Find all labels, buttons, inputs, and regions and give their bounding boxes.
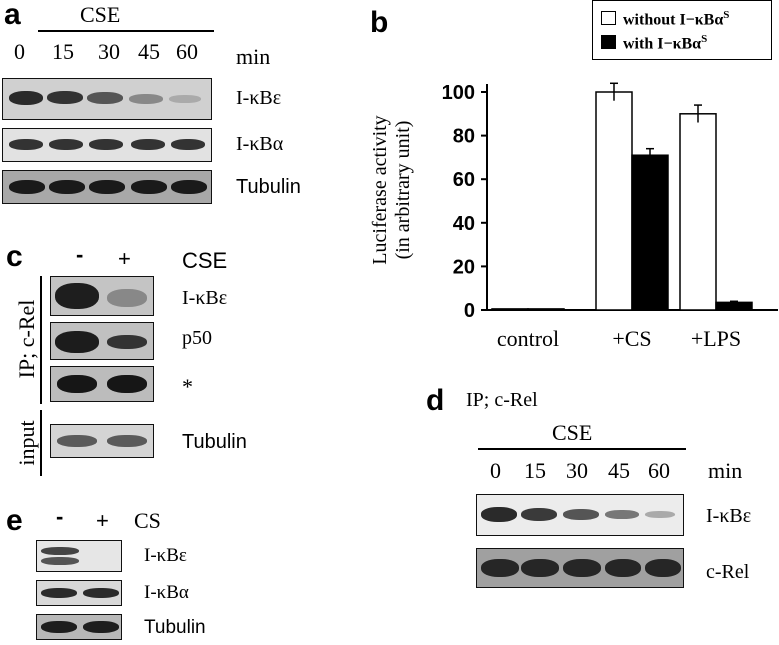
panel-d-label: d (426, 384, 445, 417)
panel-e-minus: - (56, 504, 64, 529)
panel-d-time-30: 30 (566, 458, 588, 483)
panel-c-blot-star (50, 366, 154, 402)
y-tick-label: 20 (453, 256, 475, 278)
panel-a-treatment: CSE (80, 2, 121, 27)
panel-b-legend: without I−κBαS with I−κBαS (592, 0, 772, 60)
legend-text-without: without I−κBαS (623, 9, 730, 29)
panel-a-time-30: 30 (98, 39, 120, 64)
x-tick-label: +CS (612, 326, 651, 351)
panel-a-unit: min (236, 44, 271, 69)
panel-c-minus: - (76, 242, 84, 267)
legend-swatch-with (601, 35, 616, 49)
panel-d-time-0: 0 (490, 458, 501, 483)
panel-a-time-60: 60 (176, 39, 198, 64)
panel-a-blot-ikba-label: I-κBα (236, 133, 284, 155)
panel-c-ip-bracket (40, 276, 42, 404)
panel-a-blot-ikbe (2, 78, 212, 120)
panel-c-blot-tubulin (50, 424, 154, 458)
panel-d-blot-ikbe (476, 494, 684, 536)
y-tick-label: 40 (453, 213, 475, 235)
panel-e-treatment: CS (134, 508, 161, 533)
panel-c-input-bracket (40, 410, 42, 476)
panel-d-time-45: 45 (608, 458, 630, 483)
legend-swatch-without (601, 11, 616, 25)
panel-d-ip-label: IP; c-Rel (466, 389, 538, 411)
panel-c-blot-tubulin-label: Tubulin (182, 431, 247, 453)
panel-a-blot-ikbe-label: I-κBε (236, 87, 282, 109)
x-tick-label: +LPS (691, 326, 741, 351)
panel-c-label: c (6, 240, 23, 273)
bar (595, 91, 633, 311)
panel-e-blot-ikba-label: I-κBα (144, 582, 189, 603)
y-tick-label: 100 (442, 82, 475, 104)
panel-d-treatment: CSE (552, 420, 593, 445)
panel-d-time-60: 60 (648, 458, 670, 483)
bar (491, 308, 529, 311)
panel-d-blot-ikbe-label: I-κBε (706, 505, 752, 527)
panel-b-label: b (370, 6, 389, 39)
panel-d-blot-crel-label: c-Rel (706, 561, 750, 583)
bar (679, 113, 717, 311)
x-tick-label: control (497, 326, 559, 351)
panel-d-blot-crel (476, 548, 684, 588)
y-tick-label: 0 (464, 300, 475, 322)
panel-a-time-45: 45 (138, 39, 160, 64)
panel-a-blot-tubulin-label: Tubulin (236, 176, 301, 198)
panel-e-blot-tubulin (36, 614, 122, 640)
panel-c-blot-star-label: * (182, 374, 193, 399)
panel-a-label: a (4, 0, 21, 31)
bar (715, 301, 753, 311)
panel-a-time-15: 15 (52, 39, 74, 64)
panel-a-treatment-line (38, 30, 214, 32)
panel-a-time-0: 0 (14, 39, 25, 64)
y-tick-label: 80 (453, 126, 475, 148)
panel-c-blot-ikbe (50, 276, 154, 316)
panel-e-label: e (6, 504, 23, 537)
bar (527, 308, 565, 311)
panel-a-blot-ikba (2, 128, 212, 162)
bar (631, 154, 669, 311)
panel-c-blot-ikbe-label: I-κBε (182, 287, 228, 309)
panel-c-treatment: CSE (182, 248, 228, 273)
y-tick-label: 60 (453, 169, 475, 191)
panel-d-treatment-line (478, 448, 686, 450)
panel-c-blot-p50-label: p50 (182, 327, 212, 349)
panel-c-blot-p50 (50, 322, 154, 360)
panel-e-blot-tubulin-label: Tubulin (144, 617, 206, 638)
panel-a-blot-tubulin (2, 170, 212, 204)
panel-e-blot-ikbe-label: I-κBε (144, 545, 187, 566)
panel-d-unit: min (708, 458, 743, 483)
panel-c-ip-label: IP; c-Rel (14, 299, 39, 379)
panel-c-input-label: input (14, 420, 39, 466)
panel-e-blot-ikba (36, 580, 122, 606)
panel-c-plus: + (118, 246, 131, 271)
panel-e-blot-ikbe (36, 540, 122, 572)
panel-e-plus: + (96, 508, 109, 533)
legend-text-with: with I−κBαS (623, 33, 708, 53)
panel-d-time-15: 15 (524, 458, 546, 483)
